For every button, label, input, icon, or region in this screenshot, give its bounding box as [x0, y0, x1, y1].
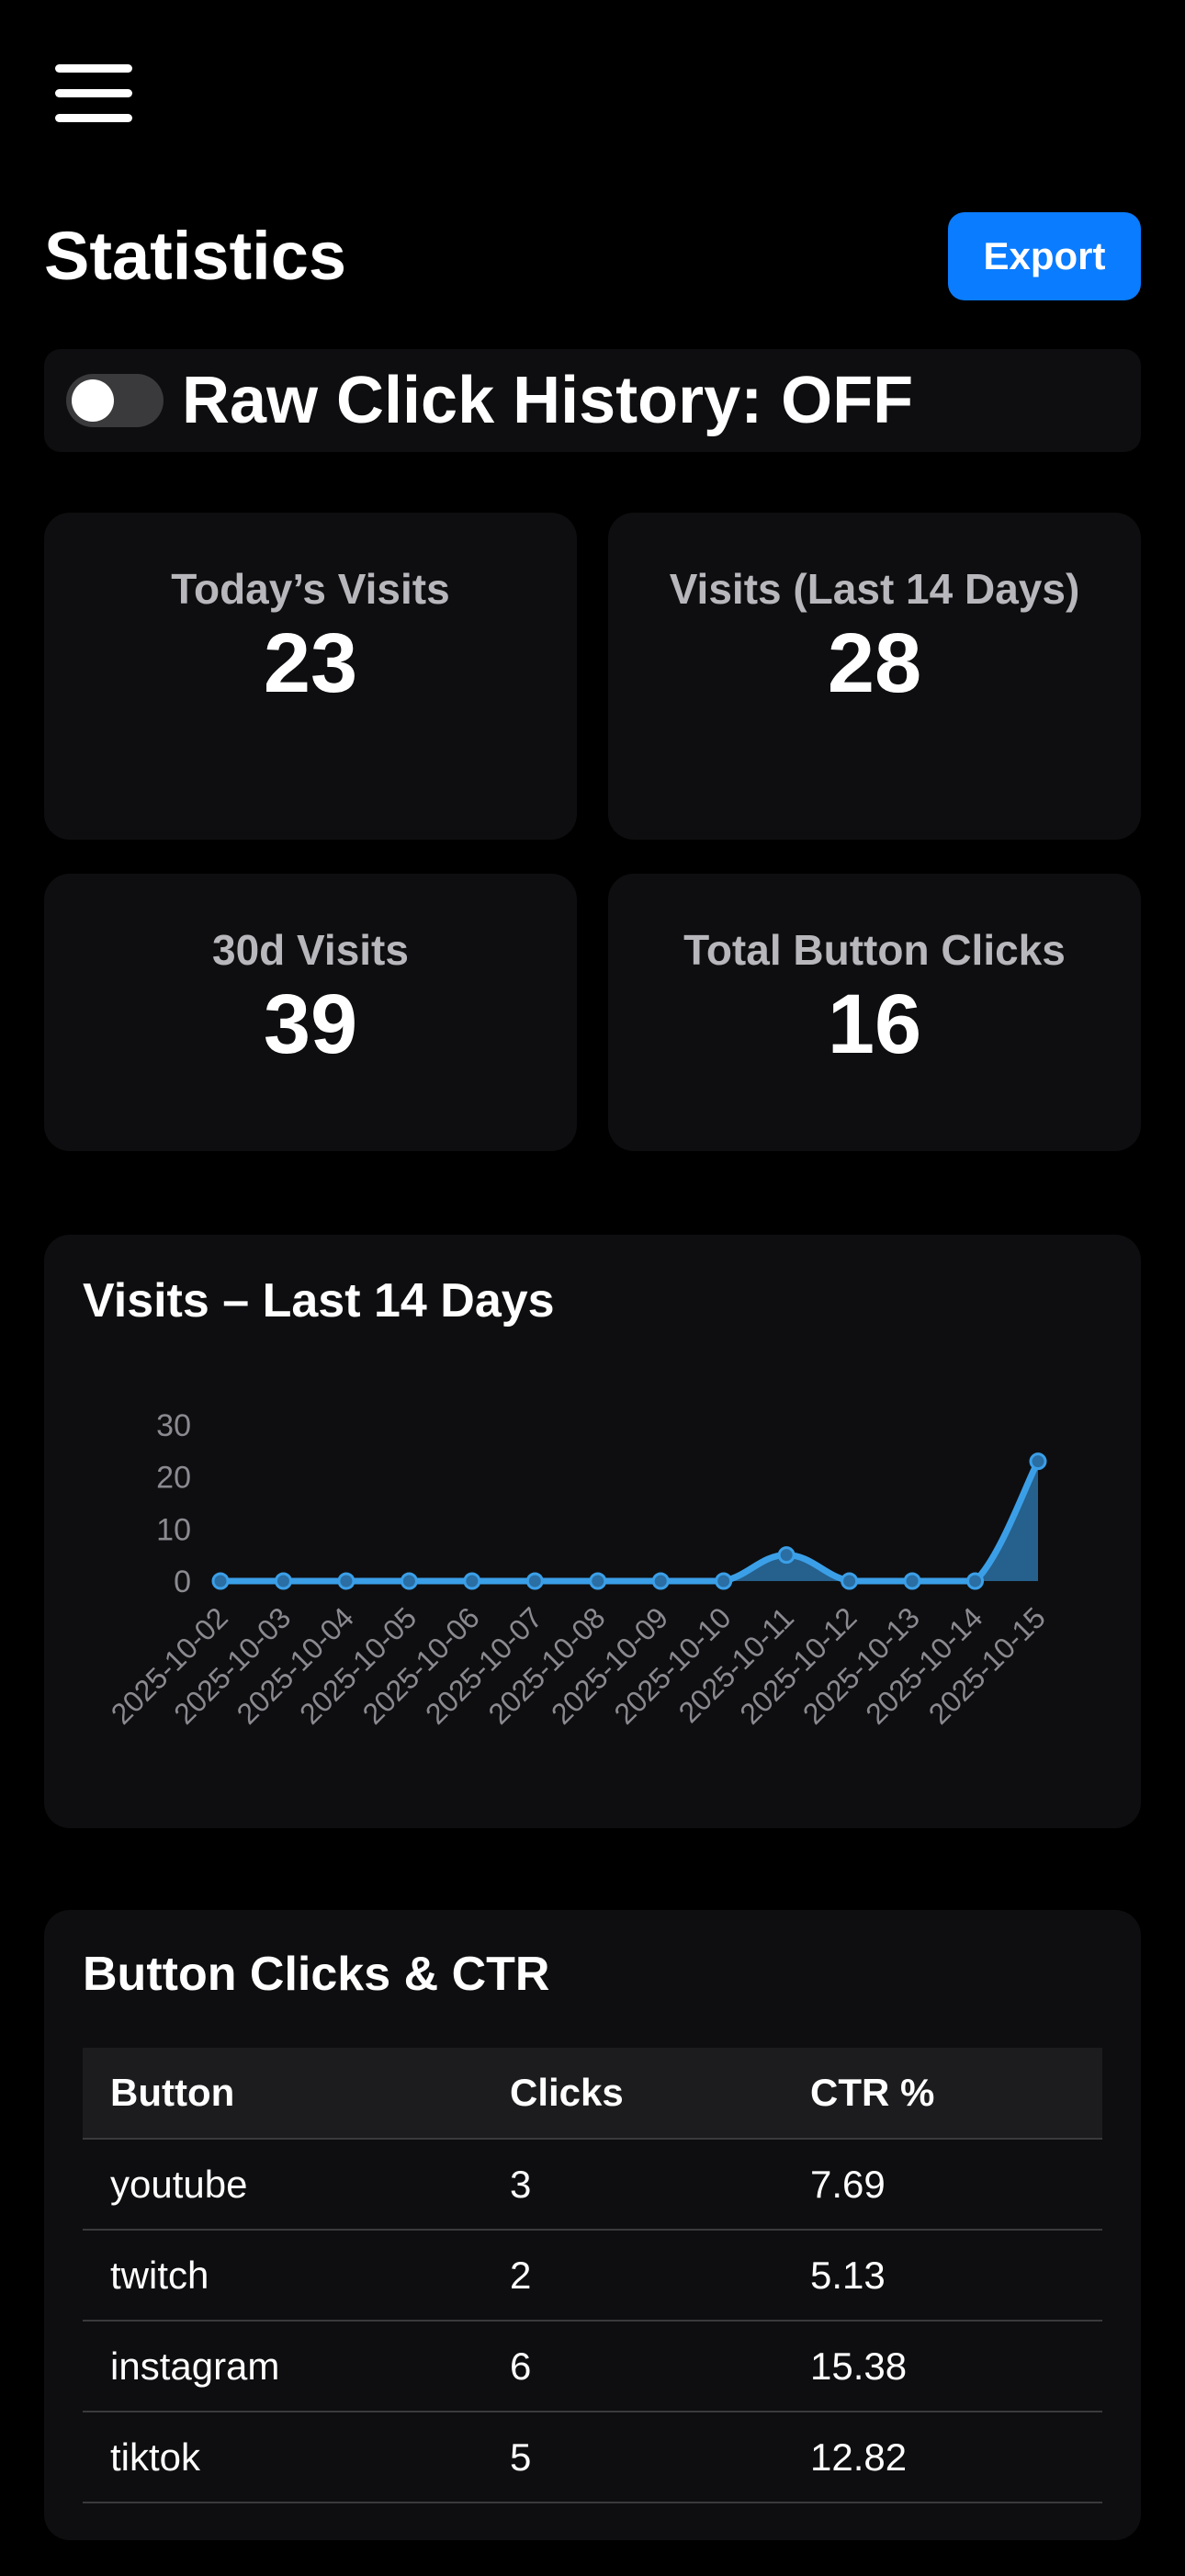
- hamburger-bar: [55, 64, 132, 73]
- data-point: [966, 1572, 985, 1590]
- data-point: [274, 1572, 292, 1590]
- visits-chart: 01020302025-10-022025-10-032025-10-04202…: [105, 1408, 1052, 1731]
- data-point: [211, 1572, 230, 1590]
- column-header-ctr: CTR %: [783, 2048, 1102, 2140]
- y-tick-label: 10: [156, 1512, 191, 1547]
- cell-clicks: 6: [482, 2321, 783, 2412]
- data-point: [589, 1572, 607, 1590]
- stat-card-visits-last-14-days: Visits (Last 14 Days) 28: [608, 513, 1141, 840]
- data-point: [841, 1572, 859, 1590]
- data-point: [651, 1572, 670, 1590]
- y-tick-label: 30: [156, 1408, 191, 1443]
- stat-value: 23: [263, 616, 358, 710]
- cell-button: twitch: [83, 2230, 482, 2322]
- data-point: [777, 1546, 796, 1565]
- data-point: [525, 1572, 544, 1590]
- raw-click-history-toggle[interactable]: [66, 374, 164, 427]
- column-header-button: Button: [83, 2048, 482, 2140]
- hamburger-bar: [55, 89, 132, 97]
- button-clicks-panel: Button Clicks & CTR Button Clicks CTR % …: [44, 1910, 1141, 2540]
- stat-label: 30d Visits: [212, 926, 409, 974]
- series-line: [220, 1460, 1042, 1585]
- y-tick-label: 20: [156, 1461, 191, 1496]
- stat-label: Total Button Clicks: [683, 926, 1066, 974]
- table-row: twitch 2 5.13: [83, 2230, 1102, 2322]
- chart-title: Visits – Last 14 Days: [83, 1274, 555, 1328]
- stat-card-30d-visits: 30d Visits 39: [44, 874, 577, 1151]
- visits-chart-panel: Visits – Last 14 Days 0 10 20 30 2025-10-02 2…: [44, 1235, 1141, 1828]
- cell-ctr: 7.69: [783, 2139, 1102, 2231]
- data-point: [337, 1572, 356, 1590]
- stat-label: Today’s Visits: [171, 565, 450, 613]
- page-title: Statistics: [44, 218, 347, 294]
- data-point: [463, 1572, 481, 1590]
- stat-label: Visits (Last 14 Days): [669, 565, 1080, 613]
- stat-value: 28: [827, 616, 922, 710]
- data-point: [715, 1572, 733, 1590]
- toggle-knob: [72, 379, 114, 422]
- hamburger-bar: [55, 114, 132, 122]
- data-point: [400, 1572, 418, 1590]
- cell-ctr: 12.82: [783, 2412, 1102, 2503]
- table-title: Button Clicks & CTR: [83, 1948, 550, 2001]
- cell-button: tiktok: [83, 2412, 482, 2503]
- raw-click-history-label: Raw Click History: OFF: [182, 364, 914, 437]
- cell-ctr: 15.38: [783, 2321, 1102, 2412]
- raw-click-history-card: Raw Click History: OFF: [44, 349, 1141, 452]
- data-point: [903, 1572, 921, 1590]
- cell-clicks: 3: [482, 2139, 783, 2231]
- cell-button: youtube: [83, 2139, 482, 2231]
- cell-ctr: 5.13: [783, 2230, 1102, 2322]
- cell-clicks: 5: [482, 2412, 783, 2503]
- hamburger-icon[interactable]: [55, 64, 132, 123]
- table-header-row: Button Clicks CTR %: [83, 2048, 1102, 2140]
- series-area: [220, 1461, 1038, 1581]
- column-header-clicks: Clicks: [482, 2048, 783, 2140]
- button-clicks-table: Button Clicks CTR % youtube 3 7.69 twitc…: [83, 2048, 1102, 2503]
- stat-value: 16: [827, 977, 922, 1071]
- table-row: instagram 6 15.38: [83, 2321, 1102, 2412]
- cell-clicks: 2: [482, 2230, 783, 2322]
- cell-button: instagram: [83, 2321, 482, 2412]
- export-button[interactable]: Export: [948, 212, 1141, 300]
- stat-card-total-button-clicks: Total Button Clicks 16: [608, 874, 1141, 1151]
- data-point: [1029, 1452, 1047, 1471]
- stat-card-todays-visits: Today’s Visits 23: [44, 513, 577, 840]
- y-tick-label: 0: [174, 1565, 191, 1599]
- table-row: tiktok 5 12.82: [83, 2412, 1102, 2503]
- stat-value: 39: [263, 977, 358, 1071]
- table-row: youtube 3 7.69: [83, 2139, 1102, 2231]
